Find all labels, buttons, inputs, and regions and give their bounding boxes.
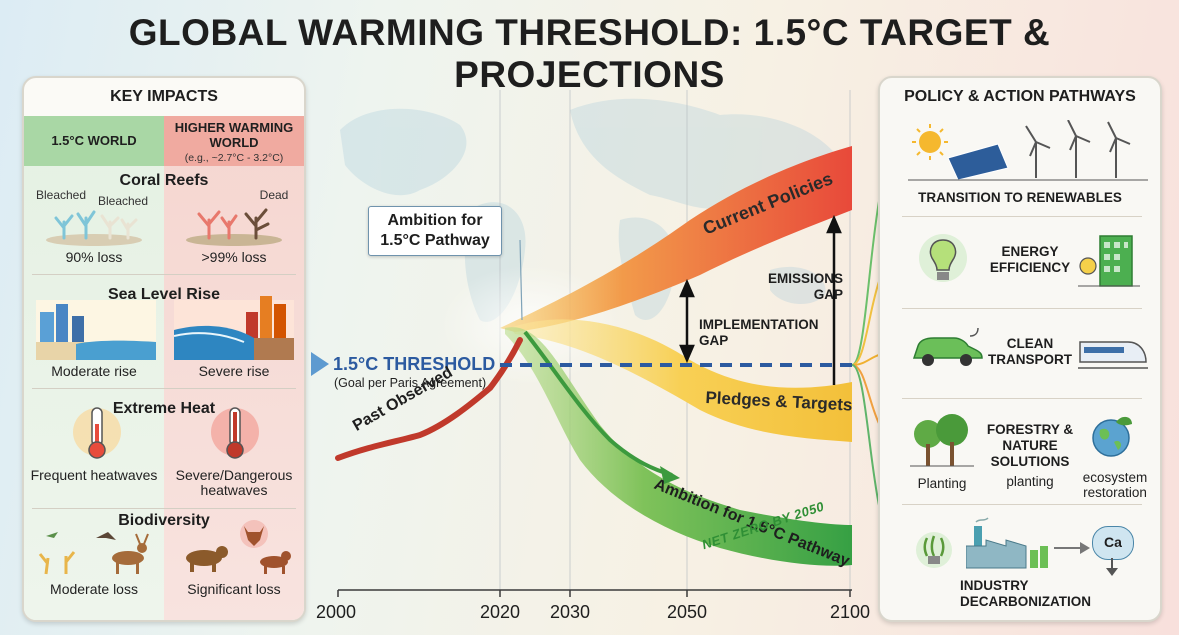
x-tick-2030: 2030 xyxy=(550,602,591,622)
section-coral-reefs: Coral Reefs xyxy=(119,172,209,189)
coral-green-value: 90% loss xyxy=(65,249,123,265)
moderate-heat-thermometer-icon xyxy=(73,407,121,459)
efficient-building-icon xyxy=(1078,235,1140,287)
severe-heat-thermometer-icon xyxy=(211,407,259,459)
policy-panel-title: POLICY & ACTION PATHWAYS xyxy=(904,88,1136,105)
threshold-label: 1.5°C THRESHOLD xyxy=(333,354,496,374)
x-tick-2100: 2100 xyxy=(830,602,871,622)
sea-red-value: Severe rise xyxy=(198,363,270,379)
moderate-sea-level-icon xyxy=(36,300,156,360)
implementation-gap-label: IMPLEMENTATION GAP xyxy=(699,317,819,348)
dead-coral-icon xyxy=(186,208,282,246)
pathway-renewables: TRANSITION TO RENEWABLES xyxy=(918,190,1122,205)
coral-tag-dead: Dead xyxy=(259,188,289,202)
ecosystem-globe-icon xyxy=(1092,416,1132,457)
past-observed-line xyxy=(335,337,523,461)
x-tick-2000: 2000 xyxy=(316,602,357,622)
bleached-coral-icon xyxy=(46,210,142,246)
significant-biodiversity-loss-icon xyxy=(186,520,291,574)
page-title: GLOBAL WARMING THRESHOLD: 1.5°C TARGET &… xyxy=(128,12,1051,95)
current-policies-band xyxy=(500,146,852,332)
renewables-icon xyxy=(908,120,1148,181)
severe-sea-level-icon xyxy=(174,296,294,360)
key-impacts-title: KEY IMPACTS xyxy=(110,88,218,105)
carbon-capture-label: Ca xyxy=(1104,534,1122,550)
projection-chart xyxy=(335,90,852,597)
carbon-capture-cloud-icon: Ca xyxy=(1092,526,1134,560)
key-impacts-panel: KEY IMPACTS 1.5°C WORLD HIGHER WARMING W… xyxy=(22,76,306,622)
moderate-biodiversity-icon xyxy=(38,532,149,575)
pathway-industry: INDUSTRY DECARBONIZATION xyxy=(960,578,1091,609)
coral-tag-bleached-1: Bleached xyxy=(35,188,87,202)
train-icon xyxy=(1078,341,1148,369)
col-header-1-5-world: 1.5°C WORLD xyxy=(51,133,137,148)
capture-down-arrow-icon xyxy=(1106,558,1118,576)
policy-pathways-panel: POLICY & ACTION PATHWAYS TRANSITION TO R… xyxy=(878,76,1162,622)
implementation-gap-arrow xyxy=(679,278,695,364)
section-extreme-heat: Extreme Heat xyxy=(112,400,216,417)
ecosystem-restoration-label: ecosystem restoration xyxy=(1082,470,1148,500)
heat-green-value: Frequent heatwaves xyxy=(30,467,158,483)
threshold-pointer-icon xyxy=(311,352,329,376)
trees-icon xyxy=(910,414,974,467)
cfl-bulb-icon xyxy=(916,532,952,568)
x-tick-2050: 2050 xyxy=(667,602,708,622)
col-header-higher-warming: HIGHER WARMING WORLD xyxy=(174,120,294,150)
emissions-gap-arrow xyxy=(826,214,842,385)
x-tick-2020: 2020 xyxy=(480,602,521,622)
emissions-gap-label: EMISSIONS GAP xyxy=(768,271,844,302)
col-header-higher-warming-note: (e.g., ~2.7°C - 3.2°C) xyxy=(184,152,284,164)
section-sea-level-rise: Sea Level Rise xyxy=(107,286,221,303)
bio-green-value: Moderate loss xyxy=(50,581,138,597)
heat-red-value: Severe/Dangerous heatwaves xyxy=(175,467,293,498)
lightbulb-icon xyxy=(919,234,967,282)
forestry-planting-label: Planting xyxy=(917,476,967,491)
pathway-forestry: FORESTRY & NATURE SOLUTIONS xyxy=(986,422,1074,469)
arrow-right-icon xyxy=(1054,542,1090,554)
coral-red-value: >99% loss xyxy=(201,249,267,265)
section-biodiversity: Biodiversity xyxy=(118,512,210,529)
bio-red-value: Significant loss xyxy=(187,581,281,597)
electric-car-icon xyxy=(912,328,983,366)
pledges-band xyxy=(510,319,852,442)
factory-icon xyxy=(966,517,1048,569)
ambition-callout-box: Ambition for 1.5°C Pathway xyxy=(368,206,502,256)
sea-green-value: Moderate rise xyxy=(51,363,137,379)
ambition-callout-text: Ambition for 1.5°C Pathway xyxy=(380,212,490,249)
pathway-energy-efficiency: ENERGY EFFICIENCY xyxy=(989,244,1071,275)
threshold-note: (Goal per Paris Agreement) xyxy=(334,376,487,390)
forestry-planting-lower-label: planting xyxy=(1006,474,1054,489)
coral-tag-bleached-2: Bleached xyxy=(97,194,149,208)
pathway-clean-transport: CLEAN TRANSPORT xyxy=(988,336,1072,367)
